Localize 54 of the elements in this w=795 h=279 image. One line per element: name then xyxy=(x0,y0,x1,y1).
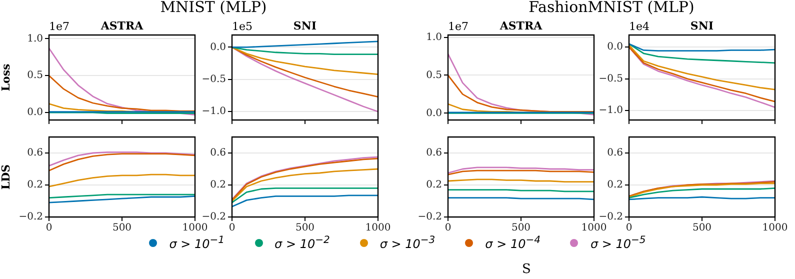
y-tick-label: 0.5 xyxy=(426,70,442,81)
x-tick-label: 500 xyxy=(295,222,315,234)
y-tick-label: 0.6 xyxy=(607,148,623,159)
y-tick-label: −1.0 xyxy=(202,106,226,118)
y-tick-label: 0.6 xyxy=(426,148,442,159)
x-tick-label: 1000 xyxy=(581,222,607,234)
x-tick-label: 1000 xyxy=(762,222,788,234)
text: 1e5 xyxy=(232,20,253,33)
y-tick-label: 0.6 xyxy=(210,148,226,159)
legend-label: σ > 10$^{−3}$ xyxy=(380,235,436,251)
y-tick-label: 0.2 xyxy=(607,180,623,191)
x-tick-label: 1000 xyxy=(182,222,208,234)
x-tick-label: 0 xyxy=(228,222,236,234)
legend-label: σ > 10$^{−5}$ xyxy=(590,235,646,251)
y-axis-title: Loss xyxy=(0,64,12,92)
text: S xyxy=(522,262,531,277)
x-tick-label: 500 xyxy=(692,222,712,234)
y-tick-label: 0.0 xyxy=(27,107,43,118)
y-tick-label: −0.5 xyxy=(202,74,226,86)
y-tick-label: 0.2 xyxy=(426,180,442,191)
chart-subtitle: MNIST (MLP) xyxy=(159,0,268,16)
text: 1e7 xyxy=(448,20,469,33)
y-tick-label: −0.2 xyxy=(18,212,43,223)
text: 1e7 xyxy=(49,20,70,33)
y-tick-label: 0.0 xyxy=(210,42,226,53)
y-axis-title: LDS xyxy=(0,164,12,190)
chart-title: ASTRA xyxy=(498,19,543,32)
y-tick-label: −0.2 xyxy=(598,212,623,223)
x-tick-label: 1000 xyxy=(365,222,391,234)
y-tick-label: 0.0 xyxy=(607,42,623,53)
y-tick-label: −0.2 xyxy=(202,212,226,223)
chart-subtitle: FashionMNIST (MLP) xyxy=(528,0,696,16)
chart-title: ASTRA xyxy=(100,19,144,32)
y-tick-label: 1.0 xyxy=(27,33,43,44)
x-tick-label: 500 xyxy=(511,222,531,234)
y-tick-label: 0.2 xyxy=(210,180,226,191)
x-tick-label: 0 xyxy=(46,222,52,234)
y-tick-label: −0.5 xyxy=(598,73,623,84)
y-tick-label: 0.0 xyxy=(426,108,442,119)
chart-title: SNI xyxy=(293,19,317,32)
y-tick-label: 0.5 xyxy=(27,70,43,82)
y-tick-label: −1.0 xyxy=(598,105,623,116)
y-tick-label: 1.0 xyxy=(426,32,442,43)
y-tick-label: 0.2 xyxy=(27,180,43,191)
legend-label: σ > 10$^{−4}$ xyxy=(485,235,540,251)
x-tick-label: 500 xyxy=(112,222,132,234)
y-tick-label: 0.6 xyxy=(27,148,43,159)
legend-label: σ > 10$^{−1}$ xyxy=(169,235,225,251)
x-tick-label: 0 xyxy=(626,222,632,234)
x-tick-label: 0 xyxy=(444,222,452,234)
y-tick-label: −0.2 xyxy=(418,212,442,223)
legend-label: σ > 10$^{−2}$ xyxy=(274,235,330,251)
chart-title: SNI xyxy=(690,19,714,32)
text: 1e4 xyxy=(629,20,650,33)
